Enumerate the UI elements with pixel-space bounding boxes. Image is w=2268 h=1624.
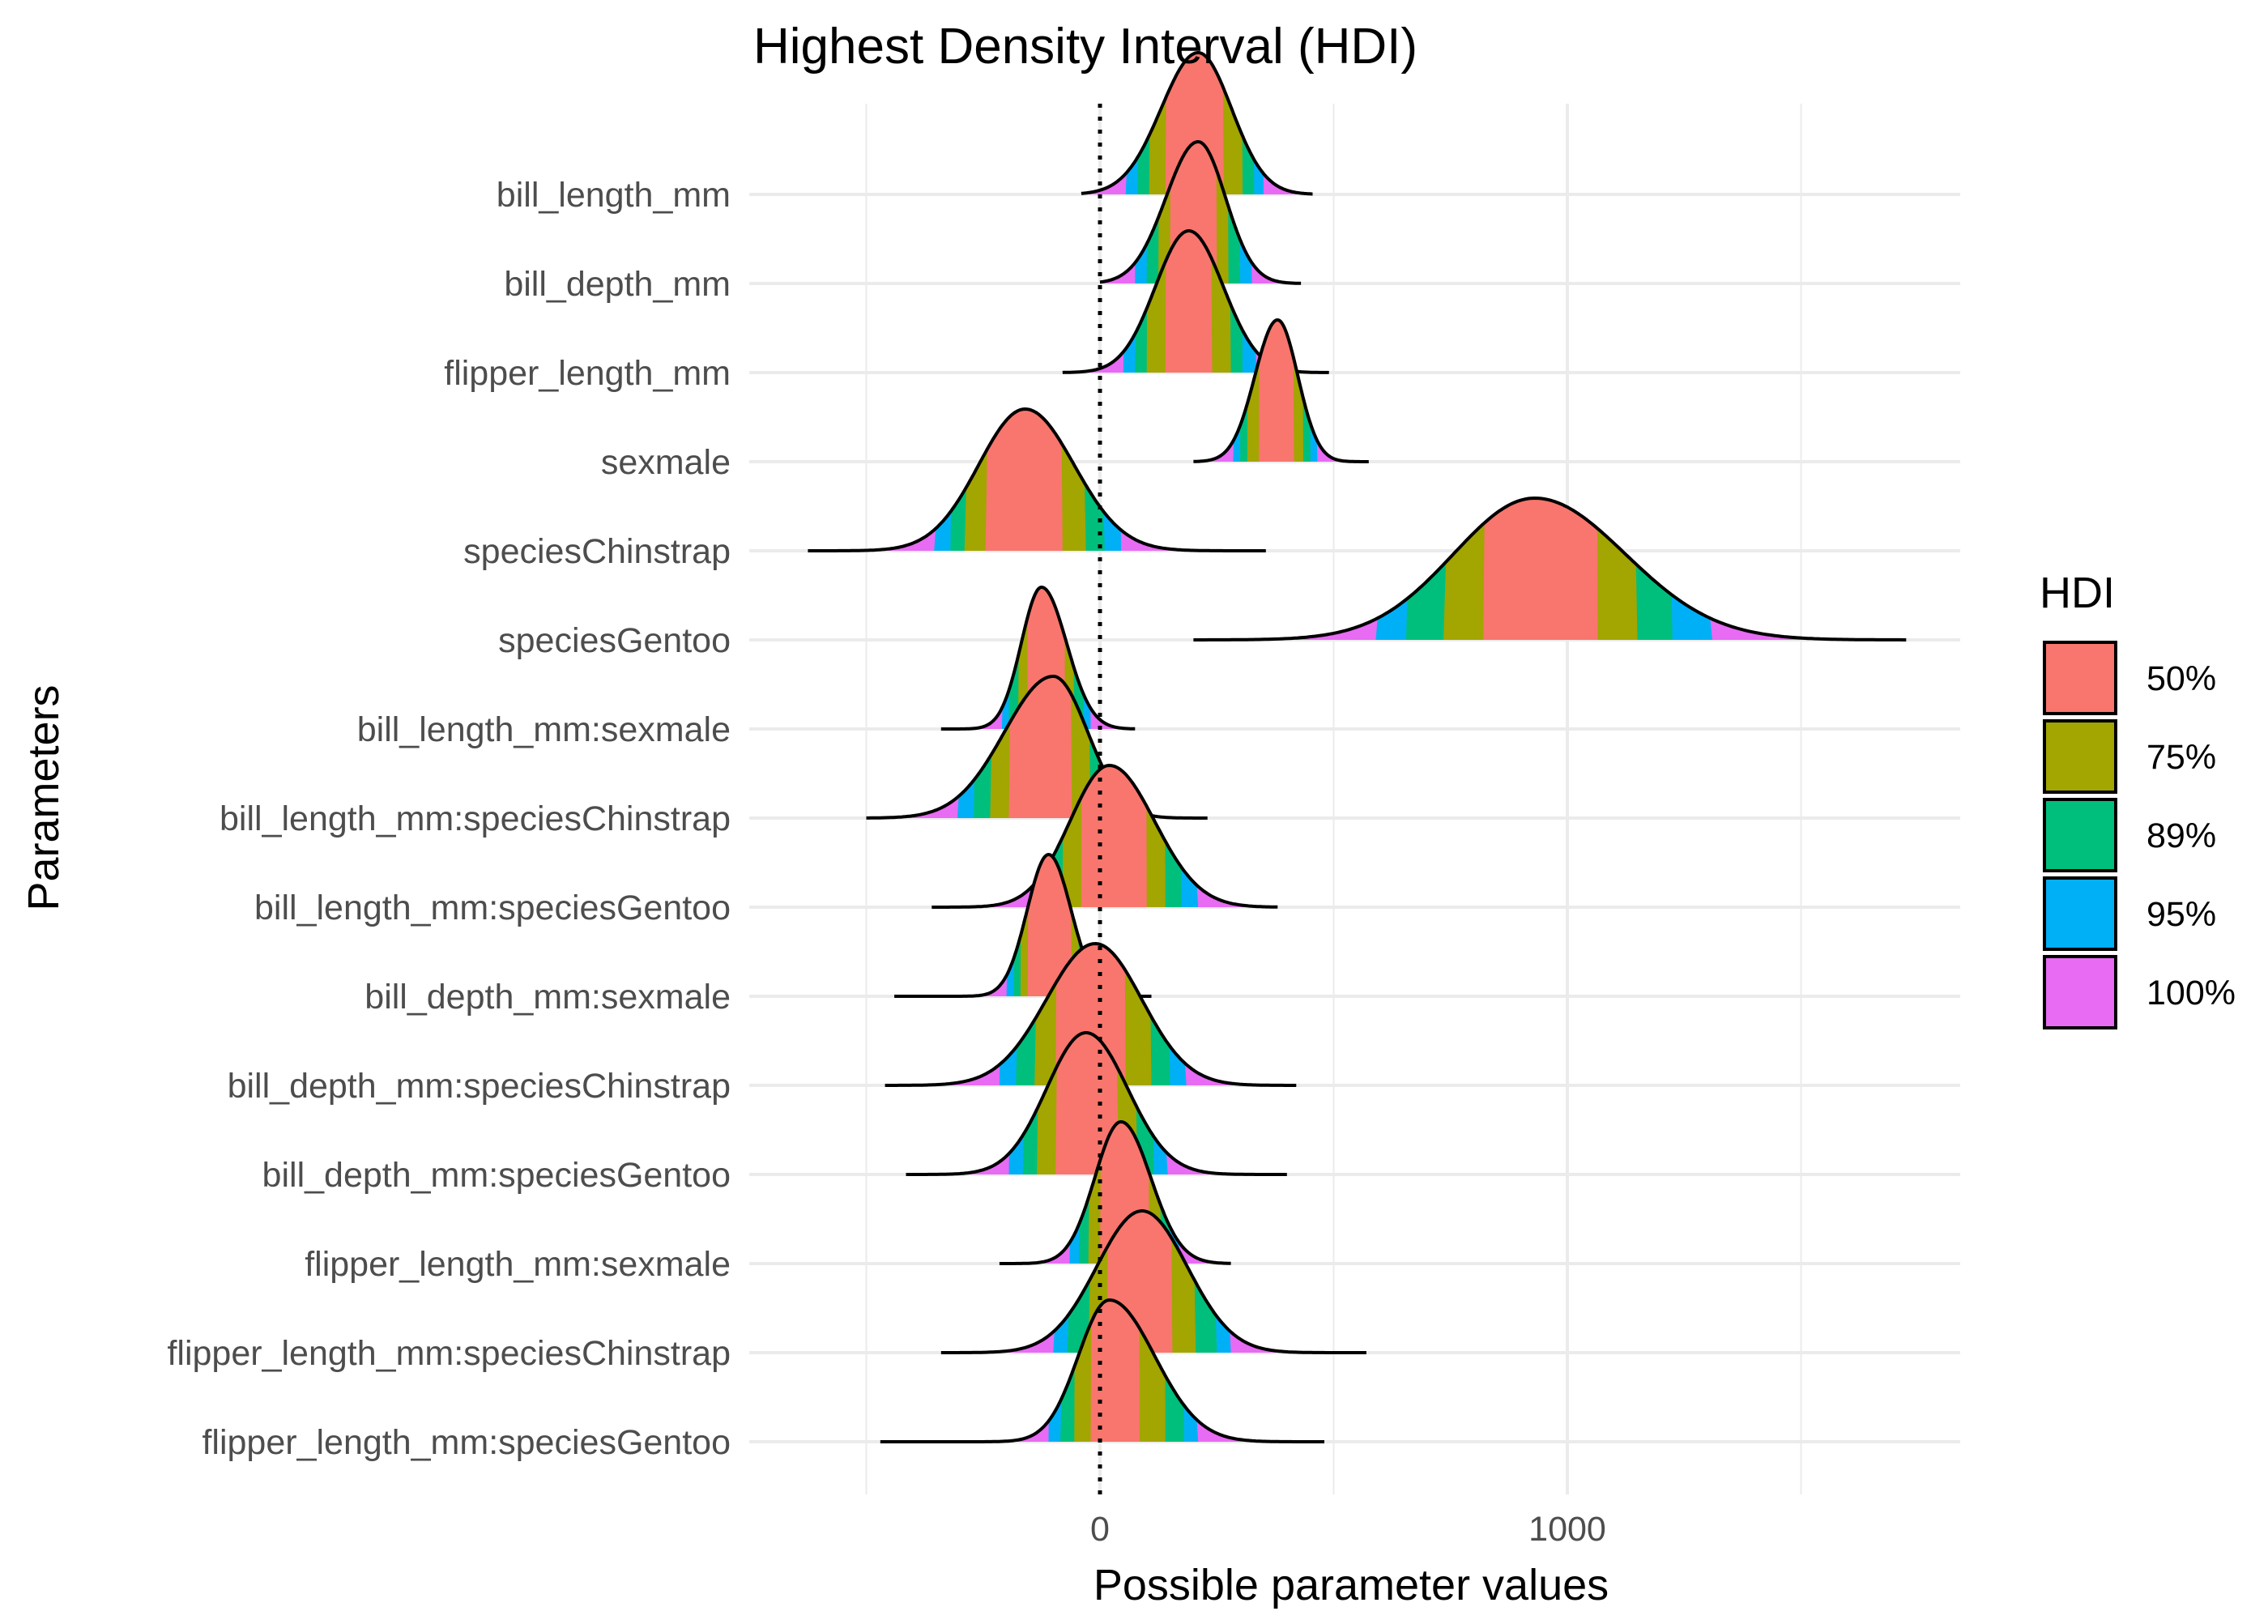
y-tick-label: bill_length_mm:speciesGentoo [254, 889, 731, 927]
legend-swatch [2043, 719, 2117, 794]
y-axis-title: Parameters [19, 684, 68, 910]
hdi-band-50% [1008, 676, 1072, 818]
y-tick-label: bill_length_mm:sexmale [357, 710, 731, 749]
ridge-bill_length_mm:speciesGentoo [932, 764, 1278, 909]
y-tick-label: bill_depth_mm:speciesGentoo [262, 1156, 731, 1195]
y-tick-label: flipper_length_mm:speciesGentoo [202, 1423, 731, 1462]
x-tick-label: 1000 [1528, 1510, 1606, 1549]
density-outline [999, 1120, 1232, 1265]
density-outline [808, 407, 1266, 552]
y-tick-label: flipper_length_mm:speciesChinstrap [167, 1334, 731, 1373]
y-tick-label: speciesChinstrap [463, 532, 731, 571]
density-outline [1193, 497, 1907, 642]
hdi-band-50% [1027, 855, 1072, 996]
hdi-band-50% [1055, 1033, 1119, 1174]
legend-label: 100% [2146, 974, 2236, 1012]
hdi-band-50% [1081, 765, 1147, 907]
density-outline [940, 1209, 1366, 1354]
grid-layer [749, 104, 1960, 1494]
hdi-band-50% [1090, 1300, 1140, 1442]
y-tick-label: flipper_length_mm [444, 354, 731, 393]
hdi-band-50% [1165, 231, 1213, 373]
y-tick-label: bill_length_mm:speciesChinstrap [220, 799, 731, 838]
axis-layer: bill_length_mm bill_depth_mm flipper_lengt… [167, 176, 1605, 1549]
ridge-speciesChinstrap [808, 407, 1266, 552]
x-axis-title: Possible parameter values [1094, 1561, 1609, 1609]
legend-label: 89% [2146, 816, 2216, 855]
y-tick-label: bill_length_mm [497, 176, 731, 215]
legend-swatch [2043, 876, 2117, 951]
ridge-sexmale [1192, 318, 1370, 463]
ridge-speciesGentoo [1193, 497, 1907, 642]
ridge-bill_depth_mm:speciesGentoo [906, 1031, 1287, 1176]
legend-label: 50% [2146, 659, 2216, 698]
hdi-band-50% [1259, 320, 1294, 462]
chart-title: Highest Density Interval (HDI) [753, 19, 1418, 75]
legend-swatch [2043, 641, 2117, 715]
density-outline [885, 942, 1297, 1087]
legend: HDI 50% 75% 89% 95% 100% [2040, 569, 2236, 1029]
y-tick-label: bill_depth_mm:speciesChinstrap [228, 1067, 731, 1106]
hdi-band-50% [985, 409, 1063, 551]
ridge-flipper_length_mm:speciesGentoo [880, 1298, 1324, 1443]
density-outline [940, 586, 1136, 731]
legend-label: 95% [2146, 895, 2216, 934]
legend-swatch [2043, 798, 2117, 872]
ridge-bill_length_mm:speciesChinstrap [866, 675, 1208, 820]
y-tick-label: sexmale [601, 443, 731, 482]
density-outline [932, 764, 1278, 909]
density-outline [880, 1298, 1324, 1443]
y-tick-label: bill_depth_mm [504, 265, 731, 304]
density-outline [1081, 51, 1314, 196]
y-tick-label: speciesGentoo [498, 621, 731, 660]
density-outline [906, 1031, 1287, 1176]
ridge-flipper_length_mm:speciesChinstrap [940, 1209, 1366, 1354]
legend-label: 75% [2146, 738, 2216, 777]
legend-title: HDI [2040, 569, 2115, 617]
ridge-layer [808, 51, 1907, 1443]
legend-swatch [2043, 955, 2117, 1029]
ridge-bill_depth_mm:sexmale [893, 853, 1153, 998]
y-tick-label: flipper_length_mm:sexmale [305, 1245, 731, 1284]
ridge-bill_length_mm [1081, 51, 1314, 196]
y-tick-label: bill_depth_mm:sexmale [364, 978, 731, 1017]
x-tick-label: 0 [1090, 1510, 1110, 1549]
density-outline [1192, 318, 1370, 463]
hdi-band-50% [1483, 498, 1598, 640]
density-outline [1099, 140, 1302, 285]
